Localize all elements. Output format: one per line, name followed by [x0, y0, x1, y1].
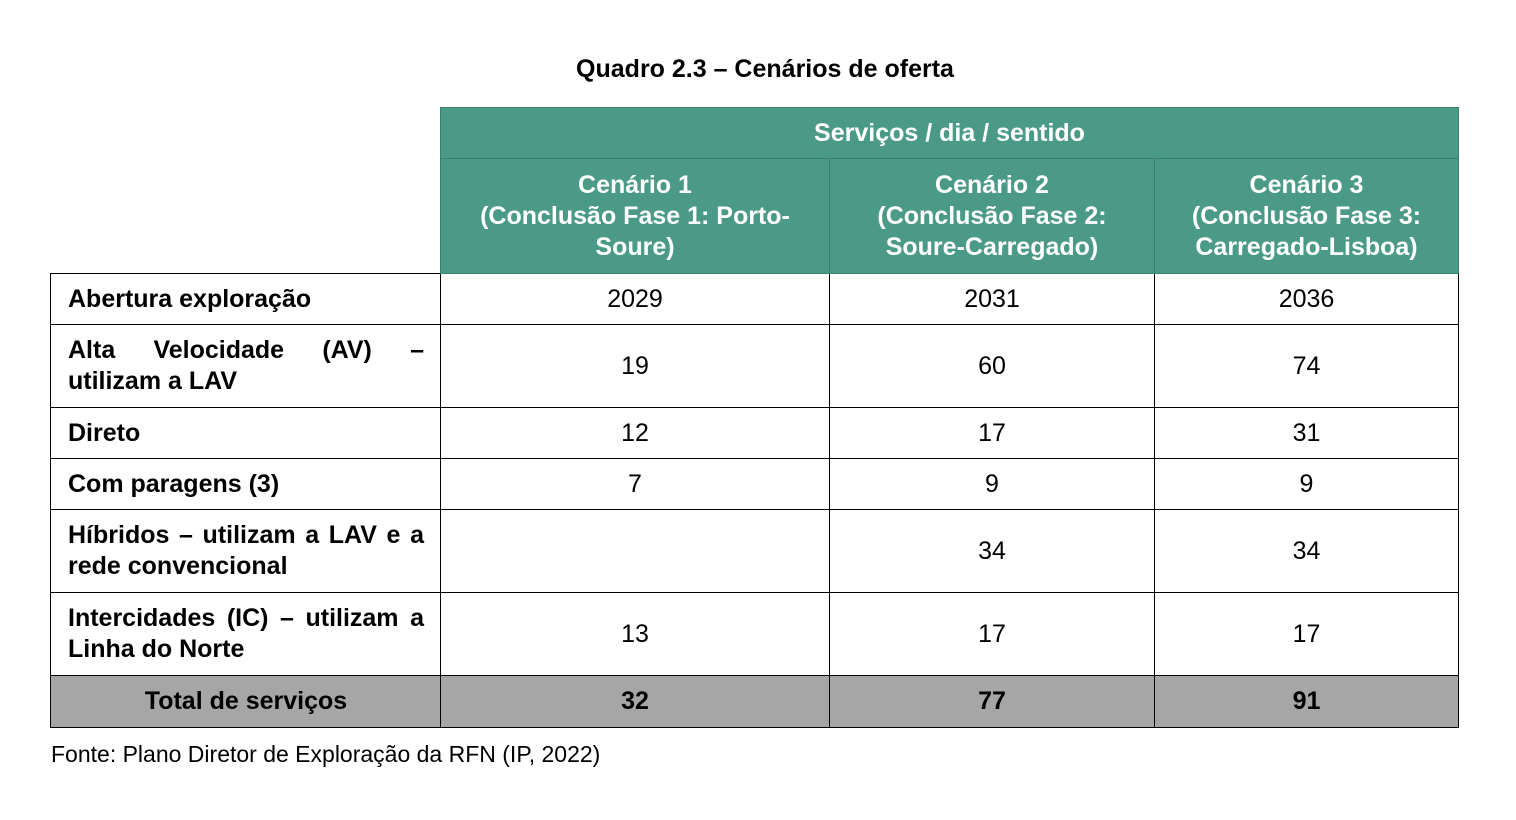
scenario-name: Cenário 2 — [935, 170, 1049, 199]
cell-value: 2031 — [829, 273, 1155, 325]
scenario-desc-line2: Soure-Carregado) — [885, 232, 1099, 261]
scenario-name: Cenário 3 — [1249, 170, 1364, 199]
table-title: Quadro 2.3 – Cenários de oferta — [576, 55, 954, 83]
cell-value: 17 — [829, 592, 1155, 676]
cell-value: 34 — [1153, 509, 1460, 593]
total-value: 77 — [829, 675, 1155, 728]
cell-value: 12 — [440, 407, 830, 459]
scenario-header-1: Cenário 1 (Conclusão Fase 1: Porto- Sour… — [440, 158, 830, 274]
cell-value: 60 — [829, 324, 1155, 408]
table-row: Alta Velocidade (AV) – utilizam a LAV 19… — [50, 324, 1460, 408]
table-row: Abertura exploração 2029 2031 2036 — [50, 273, 1460, 325]
total-value: 32 — [440, 675, 830, 728]
scenario-desc-line1: (Conclusão Fase 3: — [1191, 201, 1422, 230]
table-row: Com paragens (3) 7 9 9 — [50, 458, 1460, 510]
group-header: Serviços / dia / sentido — [439, 107, 1460, 159]
header-row-scenarios: Cenário 1 (Conclusão Fase 1: Porto- Sour… — [50, 158, 1460, 274]
corner-blank — [50, 107, 441, 159]
scenario-header-3: Cenário 3 (Conclusão Fase 3: Carregado-L… — [1153, 158, 1460, 274]
row-label: Com paragens (3) — [50, 458, 441, 510]
table-row: Intercidades (IC) – utilizam a Linha do … — [50, 592, 1460, 676]
source-note: Fonte: Plano Diretor de Exploração da RF… — [51, 741, 601, 767]
corner-blank — [50, 158, 441, 274]
cell-value — [440, 509, 830, 593]
cell-value: 2036 — [1153, 273, 1460, 325]
total-row: Total de serviços 32 77 91 — [50, 675, 1460, 728]
header-row-group: Serviços / dia / sentido — [50, 107, 1460, 159]
cell-value: 34 — [829, 509, 1155, 593]
scenario-desc-line1: (Conclusão Fase 2: — [877, 201, 1107, 230]
table-row: Direto 12 17 31 — [50, 407, 1460, 459]
cell-value: 9 — [1153, 458, 1460, 510]
cell-value: 74 — [1153, 324, 1460, 408]
cell-value: 13 — [440, 592, 830, 676]
cell-value: 17 — [1153, 592, 1460, 676]
cell-value: 7 — [440, 458, 830, 510]
row-label: Direto — [50, 407, 441, 459]
row-label: Intercidades (IC) – utilizam a Linha do … — [50, 592, 441, 676]
cell-value: 31 — [1153, 407, 1460, 459]
row-label: Abertura exploração — [50, 273, 441, 325]
total-value: 91 — [1153, 675, 1460, 728]
scenario-desc-line2: Carregado-Lisboa) — [1195, 232, 1418, 261]
table-row: Híbridos – utilizam a LAV e a rede conve… — [50, 509, 1460, 593]
scenario-desc-line2: Soure) — [595, 232, 675, 261]
row-label: Alta Velocidade (AV) – utilizam a LAV — [50, 324, 441, 408]
cell-value: 17 — [829, 407, 1155, 459]
scenario-name: Cenário 1 — [578, 170, 692, 199]
cell-value: 19 — [440, 324, 830, 408]
total-label: Total de serviços — [50, 675, 441, 728]
cell-value: 9 — [829, 458, 1155, 510]
scenario-header-2: Cenário 2 (Conclusão Fase 2: Soure-Carre… — [829, 158, 1155, 274]
scenario-desc-line1: (Conclusão Fase 1: Porto- — [480, 201, 790, 230]
scenarios-table: Serviços / dia / sentido Cenário 1 (Conc… — [50, 107, 1460, 728]
row-label: Híbridos – utilizam a LAV e a rede conve… — [50, 509, 441, 593]
cell-value: 2029 — [440, 273, 830, 325]
